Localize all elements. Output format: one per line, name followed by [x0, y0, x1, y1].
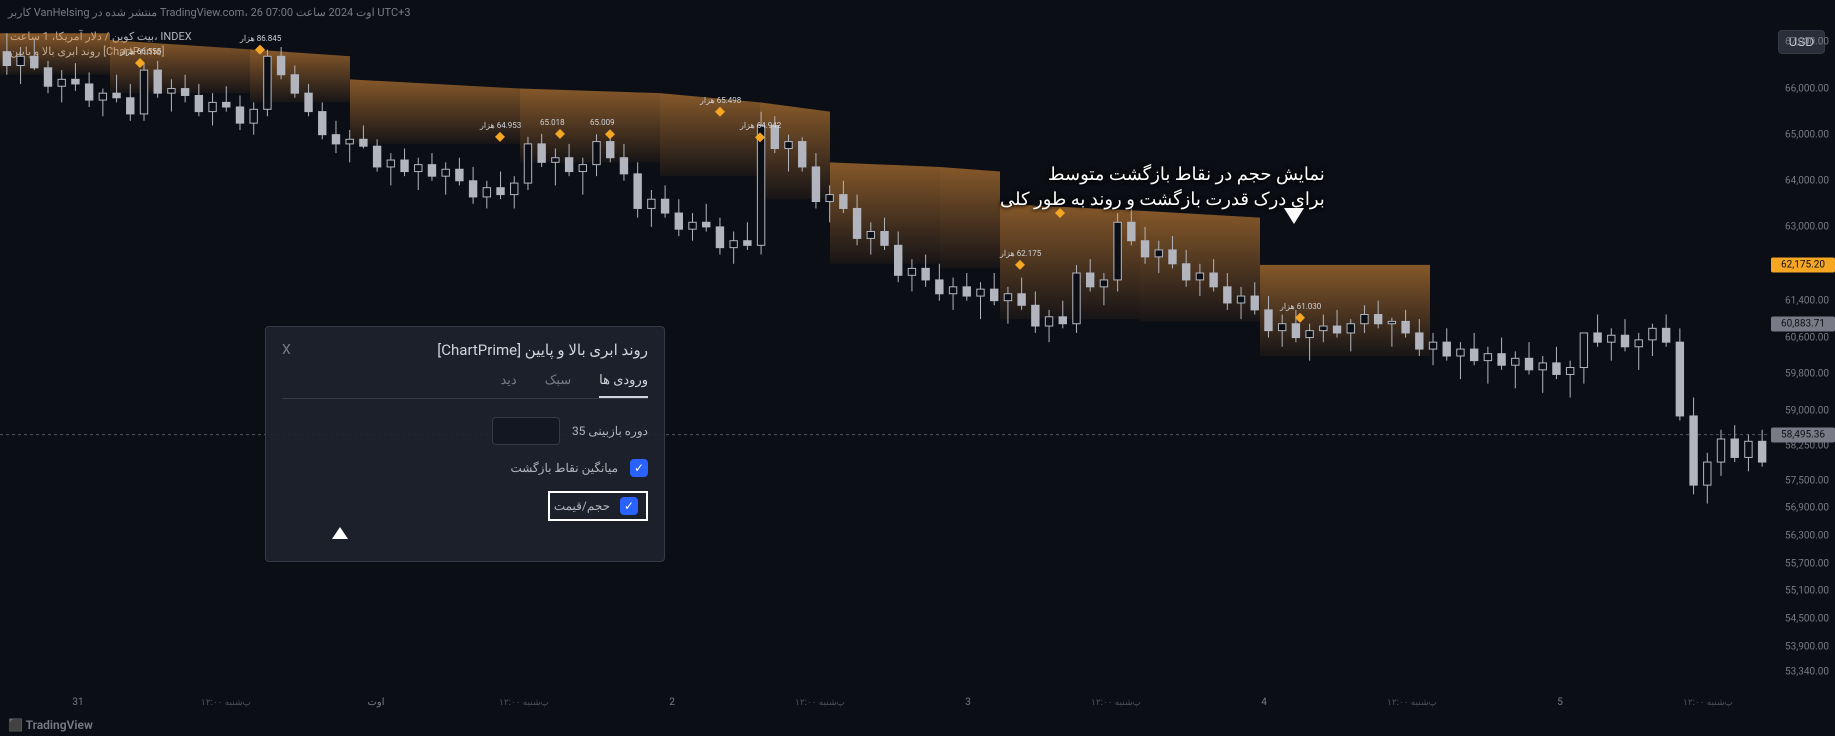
x-tick: ۱۲:۰۰ پ‌شنبه [201, 698, 251, 708]
x-axis: 31 ۱۲:۰۰ پ‌شنبه اوت ۱۲:۰۰ پ‌شنبه 2 ۱۲:۰۰ پ‌شن… [0, 688, 1769, 708]
x-tick: 5 [1557, 697, 1563, 708]
lookback-label: دوره بازبینی 35 [572, 424, 648, 438]
y-tick: 55,700.00 [1785, 558, 1829, 569]
x-tick: ۱۲:۰۰ پ‌شنبه [1387, 698, 1437, 708]
checkbox-label-1: میانگین نقاط بازگشت [510, 461, 618, 475]
y-tick: 63,000.00 [1785, 221, 1829, 232]
volume-label: 65.009 [590, 118, 615, 127]
settings-dialog: روند ابری بالا و پایین [ChartPrime] X ور… [265, 326, 665, 562]
x-tick: ۱۲:۰۰ پ‌شنبه [795, 698, 845, 708]
close-icon[interactable]: X [282, 342, 291, 358]
lookback-input[interactable] [492, 417, 560, 445]
dialog-title: روند ابری بالا و پایین [ChartPrime] [437, 341, 648, 359]
y-tick: 53,900.00 [1785, 641, 1829, 652]
y-tick: 65,000.00 [1785, 129, 1829, 140]
arrow-up-icon [332, 527, 348, 539]
volume-label: 86.845 هزار [240, 34, 281, 43]
y-tick: 60,600.00 [1785, 332, 1829, 343]
arrow-down-icon [1284, 208, 1304, 224]
annotation-line1: نمایش حجم در نقاط بازگشت متوسط [1000, 162, 1325, 187]
volume-label: 62.175 هزار [1000, 249, 1041, 258]
y-tick: 54,500.00 [1785, 613, 1829, 624]
y-tick: 66,000.00 [1785, 83, 1829, 94]
checkbox-volume-price[interactable]: ✓ [620, 497, 638, 515]
annotation-line2: برای درک قدرت بازگشت و روند به طور کلی [1000, 187, 1325, 212]
y-tick: 56,900.00 [1785, 503, 1829, 514]
price-box: 60,883.71 [1771, 317, 1835, 332]
x-tick: اوت [367, 697, 384, 708]
y-tick: 56,300.00 [1785, 530, 1829, 541]
y-tick: 55,100.00 [1785, 586, 1829, 597]
volume-label: 64.942 هزار [740, 121, 781, 130]
x-tick: 4 [1261, 697, 1267, 708]
annotation-text: نمایش حجم در نقاط بازگشت متوسط برای درک … [1000, 162, 1325, 212]
volume-label: 64.953 هزار [480, 121, 521, 130]
y-tick: 59,800.00 [1785, 369, 1829, 380]
volume-label: 61.030 هزار [1280, 302, 1321, 311]
checkbox-avg-points[interactable]: ✓ [630, 459, 648, 477]
price-box: 62,175.20 [1771, 257, 1835, 272]
price-box: 58,495.36 [1771, 427, 1835, 442]
tab-inputs[interactable]: ورودی ها [599, 373, 648, 398]
highlighted-option: ✓ حجم/قیمت [548, 491, 648, 521]
topbar: کاربر VanHelsing منتشر شده در TradingVie… [8, 0, 1835, 24]
x-tick: 31 [72, 697, 83, 708]
y-tick: 53,340.00 [1785, 667, 1829, 678]
publish-info: کاربر VanHelsing منتشر شده در TradingVie… [8, 6, 411, 19]
x-tick: ۱۲:۰۰ پ‌شنبه [1091, 698, 1141, 708]
dialog-tabs: ورودی ها سبک دید [282, 373, 648, 399]
footer-logo: ⬛ TradingView [8, 718, 93, 732]
x-tick: 3 [965, 697, 971, 708]
tab-visibility[interactable]: دید [500, 373, 516, 398]
volume-label: 66.555 هزار [120, 47, 161, 56]
y-tick: 61,400.00 [1785, 295, 1829, 306]
x-tick: ۱۲:۰۰ پ‌شنبه [499, 698, 549, 708]
x-tick: ۱۲:۰۰ پ‌شنبه [1683, 698, 1733, 708]
x-tick: 2 [669, 697, 675, 708]
tab-style[interactable]: سبک [545, 373, 571, 398]
checkbox-label-2: حجم/قیمت [554, 499, 610, 513]
volume-label: 65.498 هزار [700, 96, 741, 105]
y-tick: 64,000.00 [1785, 175, 1829, 186]
y-tick: 67,000.00 [1785, 37, 1829, 48]
volume-label: 65.018 [540, 118, 565, 127]
y-tick: 59,000.00 [1785, 406, 1829, 417]
y-tick: 57,500.00 [1785, 475, 1829, 486]
y-axis: 53,340.00 53,900.00 54,500.00 55,100.00 55,7… [1769, 24, 1835, 688]
